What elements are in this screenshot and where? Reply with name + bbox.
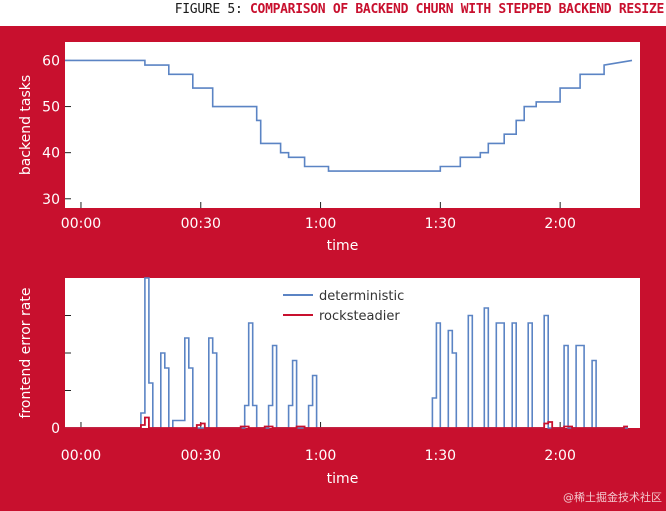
figure-title: FIGURE 5: COMPARISON OF BACKEND CHURN WI… — [174, 2, 665, 17]
chart2-legend-label-rocksteadier: rocksteadier — [319, 309, 400, 324]
chart1-y-tick-label: 30 — [42, 192, 60, 208]
chart1-series-line — [65, 59, 633, 172]
chart2-y-axis-title: frontend error rate — [18, 288, 34, 419]
chart2-y-tick-label: 0 — [51, 421, 60, 437]
figure-caption: COMPARISON OF BACKEND CHURN WITH STEPPED… — [250, 2, 664, 17]
chart1-y-axis-title: backend tasks — [18, 75, 34, 175]
chart1-x-tick-label: 2:00 — [544, 216, 575, 232]
chart-panel: 30 40 50 60 00:00 00:30 1:00 1:30 2:00 time backen… — [0, 26, 666, 511]
chart1-plot-area — [65, 42, 640, 208]
watermark: @稀土掘金技术社区 — [563, 491, 662, 504]
chart1-y-tick-label: 50 — [42, 100, 60, 116]
chart2-x-axis-title: time — [327, 471, 359, 487]
charts-svg: 30 40 50 60 00:00 00:30 1:00 1:30 2:00 time backen… — [18, 42, 640, 487]
chart1-y-tick-label: 60 — [42, 53, 60, 69]
chart2-legend-label-deterministic: deterministic — [319, 289, 404, 304]
chart2-series-rocksteadier — [65, 416, 628, 429]
chart2-x-tick-label: 1:00 — [305, 448, 336, 464]
chart1-x-tick-label: 00:30 — [181, 216, 221, 232]
chart2-x-tick-label: 00:00 — [61, 448, 101, 464]
chart2-x-tick-label: 00:30 — [181, 448, 221, 464]
chart1-x-tick-label: 00:00 — [61, 216, 101, 232]
chart2-x-tick-label: 2:00 — [544, 448, 575, 464]
chart1-x-axis-title: time — [327, 238, 359, 254]
figure-header: FIGURE 5: COMPARISON OF BACKEND CHURN WI… — [0, 0, 666, 26]
chart1-y-tick-label: 40 — [42, 146, 60, 162]
chart1-x-tick-label: 1:00 — [305, 216, 336, 232]
chart1-x-tick-label: 1:30 — [425, 216, 456, 232]
chart2-x-tick-label: 1:30 — [425, 448, 456, 464]
figure-label: FIGURE 5: — [174, 2, 243, 17]
